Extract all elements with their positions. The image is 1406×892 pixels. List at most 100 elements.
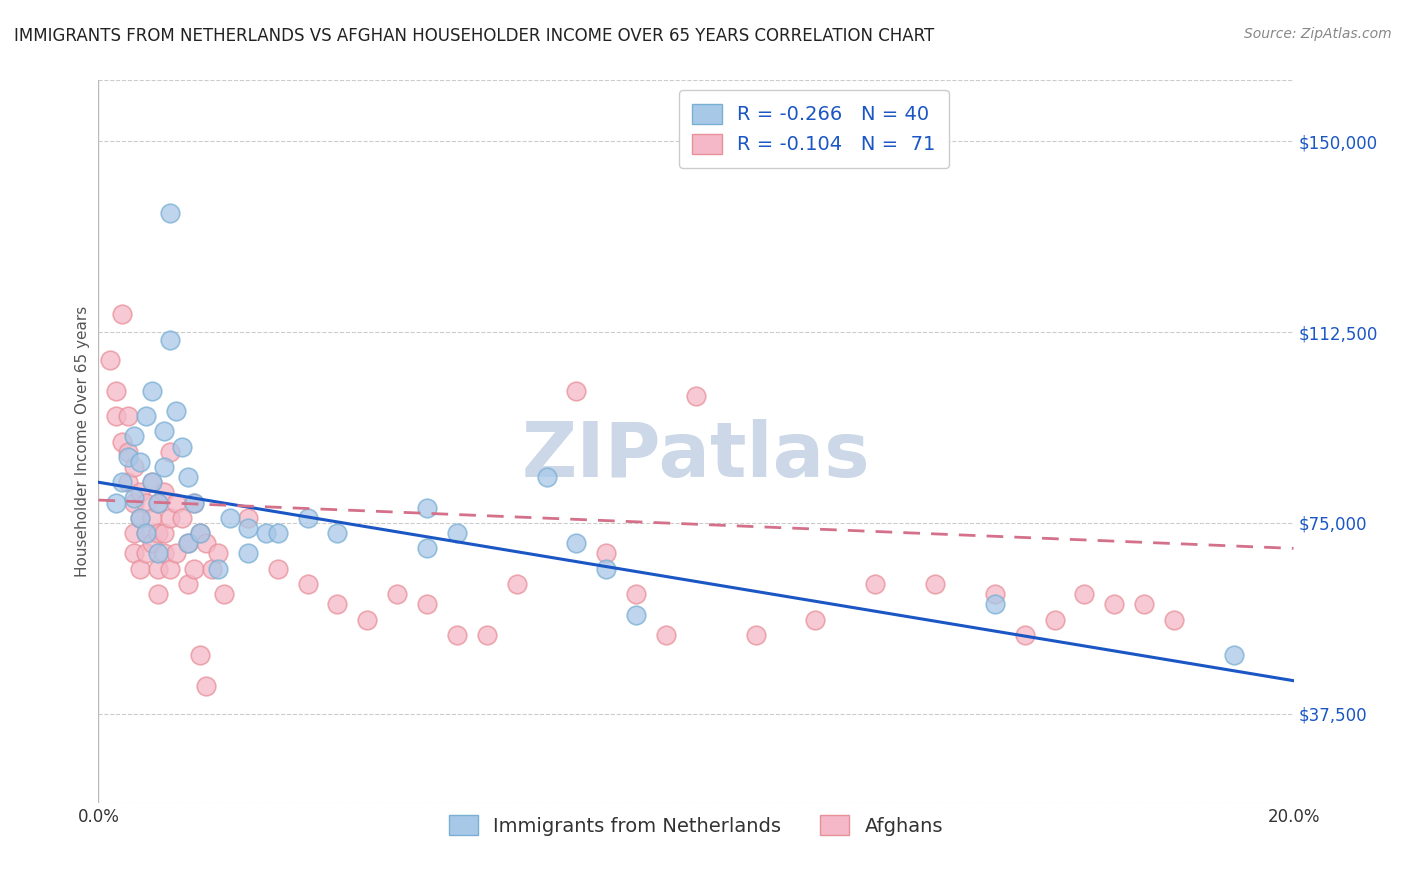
Point	[148, 495, 170, 509]
Point	[267, 562, 290, 576]
Point	[135, 526, 157, 541]
Point	[165, 404, 187, 418]
Point	[129, 511, 152, 525]
Point	[148, 587, 170, 601]
Point	[254, 526, 277, 541]
Point	[159, 205, 181, 219]
Point	[446, 628, 468, 642]
Point	[124, 526, 146, 541]
Point	[153, 460, 176, 475]
Point	[124, 491, 146, 505]
Point	[135, 546, 157, 560]
Point	[446, 526, 468, 541]
Point	[626, 607, 648, 622]
Point	[188, 526, 211, 541]
Point	[1133, 598, 1156, 612]
Point	[153, 485, 176, 500]
Point	[188, 648, 211, 663]
Point	[183, 495, 205, 509]
Point	[148, 562, 170, 576]
Point	[111, 434, 134, 449]
Point	[984, 598, 1007, 612]
Point	[924, 577, 946, 591]
Point	[111, 307, 134, 321]
Point	[124, 429, 146, 443]
Point	[183, 495, 205, 509]
Point	[745, 628, 768, 642]
Point	[148, 546, 170, 560]
Point	[153, 546, 176, 560]
Point	[416, 500, 439, 515]
Point	[129, 455, 152, 469]
Point	[153, 425, 176, 439]
Point	[201, 562, 224, 576]
Point	[105, 384, 128, 398]
Point	[177, 470, 200, 484]
Point	[159, 562, 181, 576]
Point	[267, 526, 290, 541]
Point	[148, 526, 170, 541]
Point	[506, 577, 529, 591]
Point	[326, 526, 349, 541]
Point	[105, 495, 128, 509]
Point	[141, 384, 163, 398]
Point	[124, 460, 146, 475]
Point	[117, 475, 139, 490]
Point	[356, 613, 378, 627]
Point	[1043, 613, 1066, 627]
Point	[984, 587, 1007, 601]
Point	[1163, 613, 1185, 627]
Point	[1073, 587, 1095, 601]
Point	[219, 511, 242, 525]
Y-axis label: Householder Income Over 65 years: Householder Income Over 65 years	[75, 306, 90, 577]
Point	[124, 546, 146, 560]
Point	[865, 577, 887, 591]
Point	[1223, 648, 1246, 663]
Point	[129, 562, 152, 576]
Point	[565, 384, 588, 398]
Point	[236, 521, 259, 535]
Point	[212, 587, 235, 601]
Point	[117, 409, 139, 423]
Point	[124, 495, 146, 509]
Point	[207, 546, 229, 560]
Point	[626, 587, 648, 601]
Point	[416, 541, 439, 556]
Text: ZIPatlas: ZIPatlas	[522, 419, 870, 493]
Point	[98, 353, 122, 368]
Point	[1014, 628, 1036, 642]
Point	[129, 511, 152, 525]
Point	[172, 440, 194, 454]
Point	[105, 409, 128, 423]
Point	[804, 613, 827, 627]
Point	[165, 546, 187, 560]
Point	[565, 536, 588, 550]
Point	[297, 511, 319, 525]
Text: Source: ZipAtlas.com: Source: ZipAtlas.com	[1244, 27, 1392, 41]
Point	[685, 389, 707, 403]
Point	[326, 598, 349, 612]
Point	[135, 495, 157, 509]
Point	[416, 598, 439, 612]
Point	[297, 577, 319, 591]
Point	[188, 526, 211, 541]
Point	[153, 526, 176, 541]
Point	[207, 562, 229, 576]
Legend: Immigrants from Netherlands, Afghans: Immigrants from Netherlands, Afghans	[440, 807, 952, 844]
Point	[129, 485, 152, 500]
Point	[177, 536, 200, 550]
Text: IMMIGRANTS FROM NETHERLANDS VS AFGHAN HOUSEHOLDER INCOME OVER 65 YEARS CORRELATI: IMMIGRANTS FROM NETHERLANDS VS AFGHAN HO…	[14, 27, 935, 45]
Point	[111, 475, 134, 490]
Point	[1104, 598, 1126, 612]
Point	[236, 511, 259, 525]
Point	[141, 475, 163, 490]
Point	[177, 536, 200, 550]
Point	[141, 536, 163, 550]
Point	[177, 577, 200, 591]
Point	[655, 628, 678, 642]
Point	[159, 444, 181, 458]
Point	[141, 475, 163, 490]
Point	[195, 679, 218, 693]
Point	[141, 511, 163, 525]
Point	[165, 495, 187, 509]
